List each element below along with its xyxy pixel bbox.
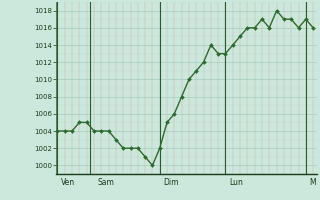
Text: Sam: Sam: [98, 178, 115, 187]
Text: Dim: Dim: [164, 178, 179, 187]
Text: Lun: Lun: [229, 178, 243, 187]
Text: Ven: Ven: [61, 178, 75, 187]
Text: M: M: [309, 178, 316, 187]
